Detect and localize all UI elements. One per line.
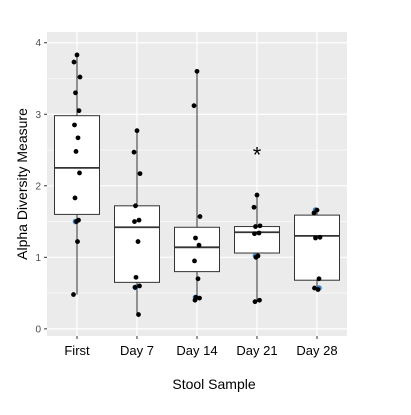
data-point bbox=[315, 287, 321, 292]
data-point bbox=[131, 149, 137, 155]
data-point bbox=[75, 239, 80, 244]
data-point bbox=[253, 254, 259, 260]
data-point bbox=[251, 204, 257, 210]
box-body bbox=[174, 226, 220, 273]
data-point bbox=[73, 149, 79, 154]
data-point bbox=[71, 292, 76, 297]
data-point bbox=[136, 217, 142, 223]
y-tick-label: 0 bbox=[35, 324, 41, 335]
x-axis: First Day 7 Day 14 Day 21 Day 28 bbox=[64, 336, 338, 358]
y-axis-title: Alpha Diversity Measure bbox=[14, 108, 30, 260]
data-point bbox=[134, 128, 140, 134]
data-point bbox=[311, 210, 317, 216]
data-point bbox=[252, 299, 258, 305]
data-point bbox=[137, 283, 142, 289]
box-body bbox=[114, 205, 160, 283]
data-point bbox=[133, 203, 138, 209]
data-point bbox=[74, 52, 80, 58]
data-point bbox=[194, 68, 200, 74]
y-tick-label: 1 bbox=[35, 253, 41, 264]
data-point bbox=[77, 170, 82, 176]
data-point bbox=[75, 135, 81, 141]
data-point bbox=[191, 103, 197, 109]
x-category-label: Day 7 bbox=[120, 343, 154, 358]
y-tick-label: 3 bbox=[35, 110, 41, 121]
data-point bbox=[317, 234, 323, 240]
data-point bbox=[132, 219, 137, 224]
x-axis-title: Stool Sample bbox=[172, 376, 255, 392]
x-category-label: Day 21 bbox=[236, 343, 277, 358]
x-category-label: Day 14 bbox=[176, 343, 217, 358]
data-point bbox=[257, 223, 263, 229]
x-category-label: Day 28 bbox=[296, 343, 337, 358]
data-point bbox=[135, 239, 141, 244]
significance-asterisk: * bbox=[253, 143, 262, 168]
box-body bbox=[54, 115, 100, 215]
box-day-28 bbox=[294, 210, 340, 290]
data-point bbox=[132, 284, 138, 290]
data-point bbox=[254, 192, 260, 198]
data-point bbox=[316, 276, 322, 282]
data-points bbox=[71, 52, 323, 317]
data-point bbox=[77, 74, 83, 80]
data-point bbox=[257, 297, 262, 303]
data-point bbox=[192, 297, 198, 303]
annotations: * bbox=[253, 143, 262, 168]
data-point bbox=[253, 224, 258, 229]
box-body bbox=[294, 214, 340, 281]
data-point bbox=[136, 312, 141, 317]
box-day-14 bbox=[174, 71, 220, 301]
data-point bbox=[314, 207, 320, 213]
data-point bbox=[72, 122, 77, 128]
data-point bbox=[73, 90, 78, 96]
boxes bbox=[54, 54, 340, 315]
data-point bbox=[192, 258, 197, 264]
data-point bbox=[72, 195, 78, 201]
data-point bbox=[197, 295, 202, 301]
data-point bbox=[137, 171, 143, 177]
data-point bbox=[256, 230, 262, 236]
box-day-7 bbox=[114, 130, 160, 315]
data-point bbox=[196, 242, 202, 248]
data-point bbox=[197, 214, 203, 219]
y-tick-label: 4 bbox=[35, 38, 41, 49]
data-point bbox=[133, 274, 139, 280]
y-tick-label: 2 bbox=[35, 181, 41, 192]
data-point bbox=[313, 235, 318, 241]
data-point bbox=[193, 235, 198, 241]
box-body bbox=[234, 226, 280, 254]
data-point bbox=[195, 276, 201, 282]
x-category-label: First bbox=[64, 343, 90, 358]
data-point bbox=[76, 108, 82, 114]
data-point bbox=[74, 219, 79, 224]
data-point bbox=[252, 231, 257, 237]
y-axis: 0 1 2 3 4 bbox=[35, 38, 47, 335]
data-point bbox=[71, 59, 77, 65]
